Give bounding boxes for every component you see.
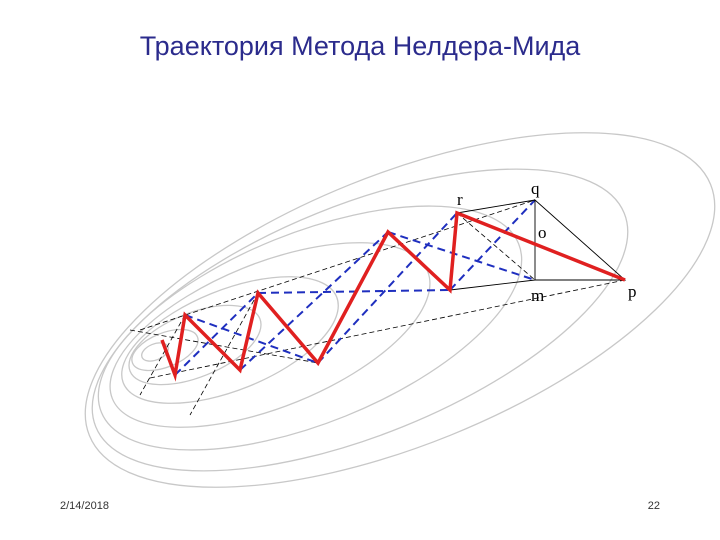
simplex: [534, 198, 627, 281]
dashed-line: [139, 314, 186, 396]
dashed-line: [139, 199, 536, 331]
point-label: r: [457, 190, 463, 209]
blue-line: [239, 231, 389, 371]
trajectory: [160, 210, 626, 382]
dashed-line: [189, 292, 259, 416]
contour: [97, 205, 523, 451]
contour: [84, 132, 716, 488]
blue-line: [184, 314, 319, 364]
point-label: p: [628, 282, 637, 301]
contour: [141, 342, 169, 362]
blue-line: [387, 231, 536, 281]
edge: [449, 279, 536, 291]
date: 2/14/2018: [60, 500, 109, 512]
edge: [456, 199, 536, 214]
dashed-line: [149, 279, 626, 379]
blue-line: [449, 199, 536, 291]
slide-title: Траектория Метода Нелдера-Мида: [140, 31, 582, 61]
blue-dashed-lines: [174, 199, 536, 376]
triangle: [449, 198, 627, 291]
dashed-line: [129, 329, 319, 364]
point-label: m: [531, 286, 544, 305]
point-label: o: [538, 223, 547, 242]
blue-line: [257, 289, 451, 294]
contour: [91, 168, 629, 472]
contours: [84, 132, 716, 488]
black-dashed-lines: [129, 199, 626, 416]
contour: [128, 304, 262, 386]
point-label: q: [531, 179, 540, 198]
page-number: 22: [648, 500, 660, 512]
dashed-line: [456, 212, 536, 281]
blue-line: [174, 292, 259, 376]
blue-line: [317, 212, 458, 364]
contour: [121, 276, 339, 404]
